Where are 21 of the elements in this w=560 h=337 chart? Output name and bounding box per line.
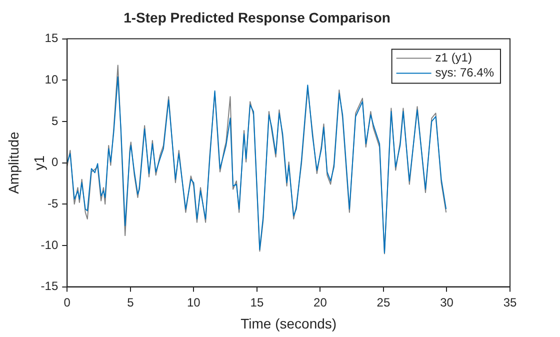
x-tick-label: 10 [186, 295, 201, 310]
y-tick-label: 5 [51, 114, 58, 128]
y-tick-label: -5 [47, 196, 58, 210]
y-axis-title: Amplitude [5, 131, 22, 194]
y-tick-label: -10 [40, 238, 58, 252]
x-tick-label: 20 [314, 295, 328, 310]
y-tick-label: 10 [44, 72, 58, 86]
x-tick-label: 35 [503, 295, 517, 310]
x-axis-title: Time (seconds) [240, 315, 337, 332]
legend-label: z1 (y1) [435, 50, 472, 65]
text: y1 [30, 155, 47, 170]
chart-title: 1-Step Predicted Response Comparison [124, 9, 390, 26]
y-tick-label: 0 [51, 155, 58, 170]
x-tick-label: 30 [440, 295, 454, 310]
x-tick-label: 25 [376, 295, 390, 310]
x-tick-label: 15 [250, 295, 264, 310]
legend-label: sys: 76.4% [435, 66, 494, 80]
y-tick-label: 15 [44, 31, 58, 46]
y-tick-label: -15 [40, 279, 58, 294]
x-tick-label: 5 [127, 295, 134, 310]
x-tick-label: 0 [64, 295, 71, 310]
